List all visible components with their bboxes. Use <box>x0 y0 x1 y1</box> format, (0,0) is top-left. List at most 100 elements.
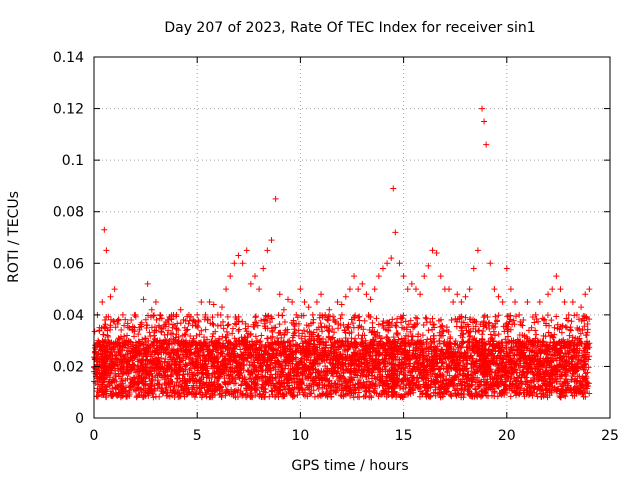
data-point <box>125 370 132 377</box>
data-point <box>144 370 151 377</box>
data-point <box>147 351 154 358</box>
data-point <box>101 316 108 323</box>
data-point <box>101 339 108 346</box>
data-point <box>103 342 110 349</box>
data-point <box>186 342 193 349</box>
data-point <box>204 336 211 343</box>
data-point <box>107 324 114 331</box>
data-point <box>94 393 101 400</box>
data-point <box>91 328 98 335</box>
data-point <box>481 312 488 319</box>
data-point <box>105 313 112 320</box>
data-point <box>150 394 157 401</box>
data-point <box>148 376 155 383</box>
data-point <box>362 393 369 400</box>
data-point <box>103 384 110 391</box>
data-point <box>154 377 161 384</box>
data-point <box>177 365 184 372</box>
data-point <box>158 364 165 371</box>
data-point <box>399 315 406 322</box>
data-point <box>175 387 182 394</box>
data-point <box>182 362 189 369</box>
data-point <box>108 341 115 348</box>
data-point <box>179 357 186 364</box>
data-point <box>505 333 512 340</box>
data-point <box>131 333 138 340</box>
data-point <box>149 390 156 397</box>
data-point <box>187 377 194 384</box>
data-point <box>196 331 203 338</box>
data-point <box>335 325 342 332</box>
data-point <box>129 323 136 330</box>
data-points <box>91 105 593 401</box>
data-point <box>220 325 227 332</box>
data-point <box>257 338 264 345</box>
data-point <box>118 378 125 385</box>
data-point <box>398 319 405 326</box>
data-point <box>149 357 156 364</box>
data-point <box>252 313 259 320</box>
data-point <box>161 372 168 379</box>
data-point <box>165 321 172 328</box>
data-point <box>182 385 189 392</box>
data-point <box>118 326 125 333</box>
data-point <box>209 333 216 340</box>
data-point <box>393 323 400 330</box>
data-point <box>318 323 325 330</box>
data-point <box>158 355 165 362</box>
data-point <box>132 339 139 346</box>
data-point <box>430 332 437 339</box>
data-point <box>392 322 399 329</box>
data-point <box>412 314 419 321</box>
data-point <box>102 336 109 343</box>
data-point <box>195 318 202 325</box>
data-point <box>142 353 149 360</box>
data-point <box>194 341 201 348</box>
data-point <box>447 335 454 342</box>
data-point <box>185 388 192 395</box>
data-point <box>279 312 286 319</box>
data-point <box>159 390 166 397</box>
data-point <box>124 364 131 371</box>
data-point <box>106 353 113 360</box>
data-point <box>199 357 206 364</box>
data-point <box>182 331 189 338</box>
data-point <box>92 355 99 362</box>
data-point <box>180 371 187 378</box>
data-point <box>116 359 123 366</box>
data-point <box>193 332 200 339</box>
data-point <box>153 316 160 323</box>
data-point <box>484 313 491 320</box>
data-point <box>176 378 183 385</box>
data-point <box>108 392 115 399</box>
data-point <box>124 358 131 365</box>
data-point <box>198 385 205 392</box>
data-point <box>147 333 154 340</box>
data-point <box>224 313 231 320</box>
data-point <box>172 334 179 341</box>
data-point <box>151 312 158 319</box>
data-point <box>165 350 172 357</box>
data-point <box>203 367 210 374</box>
data-point <box>100 331 107 338</box>
data-point <box>366 388 373 395</box>
data-point <box>204 344 211 351</box>
data-point <box>225 321 232 328</box>
data-point <box>361 317 368 324</box>
data-point <box>107 369 114 376</box>
data-point <box>430 321 437 328</box>
data-point <box>533 331 540 338</box>
data-point <box>138 359 145 366</box>
data-point <box>188 349 195 356</box>
data-point <box>174 374 181 381</box>
data-point <box>166 354 173 361</box>
data-point <box>101 376 108 383</box>
data-point <box>186 367 193 374</box>
data-point <box>104 332 111 339</box>
data-point <box>102 394 109 401</box>
data-point <box>158 365 165 372</box>
data-point <box>422 314 429 321</box>
data-point <box>507 326 514 333</box>
data-point <box>195 361 202 368</box>
